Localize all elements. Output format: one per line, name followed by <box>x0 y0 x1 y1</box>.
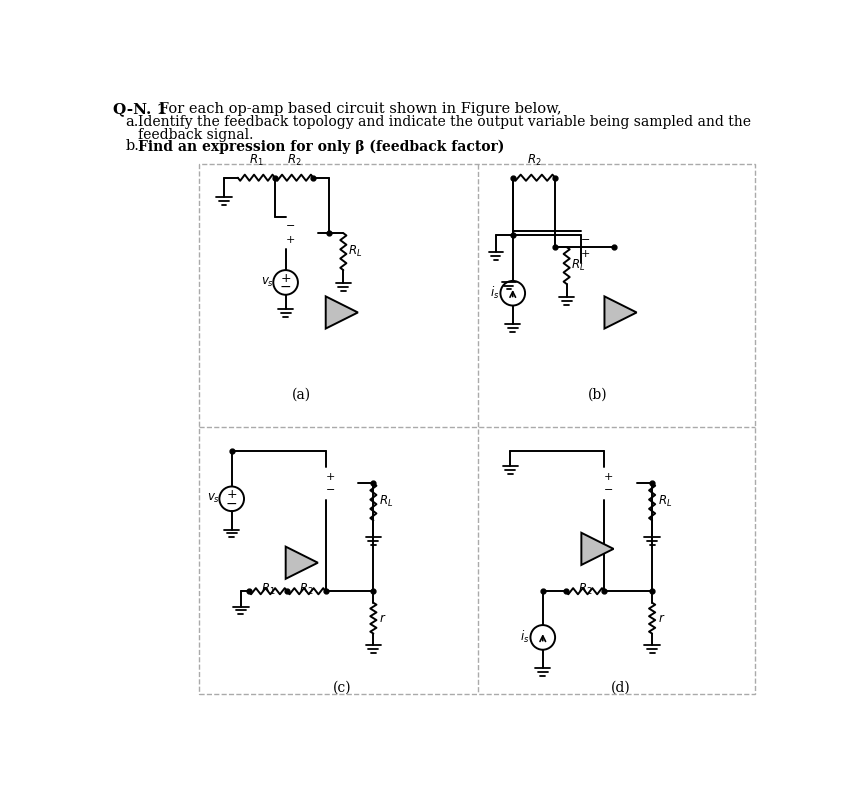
Text: $R_2$: $R_2$ <box>287 153 301 168</box>
Text: +: + <box>285 235 295 245</box>
Text: $R_L$: $R_L$ <box>348 244 363 259</box>
Text: Q-N. 1: Q-N. 1 <box>113 102 168 117</box>
Polygon shape <box>581 533 614 565</box>
Text: $v_s$: $v_s$ <box>207 492 220 505</box>
Text: $R_1$: $R_1$ <box>260 582 275 597</box>
Text: +: + <box>280 272 291 285</box>
Text: −: − <box>326 485 335 495</box>
Text: $R_2$: $R_2$ <box>578 582 592 597</box>
Text: a.: a. <box>125 115 139 129</box>
Text: (d): (d) <box>611 681 631 694</box>
Text: feedback signal.: feedback signal. <box>138 128 253 142</box>
Text: Find an expression for only β (feedback factor): Find an expression for only β (feedback … <box>138 139 504 154</box>
Text: b.: b. <box>125 139 140 153</box>
Text: −: − <box>226 496 237 511</box>
Text: −: − <box>285 221 295 232</box>
Text: $i_s$: $i_s$ <box>489 285 499 301</box>
Polygon shape <box>326 296 358 329</box>
Text: $v_s$: $v_s$ <box>260 276 274 289</box>
Text: −: − <box>581 236 591 245</box>
Text: −: − <box>280 280 291 294</box>
Text: (a): (a) <box>292 388 311 402</box>
Text: +: + <box>326 472 335 481</box>
Polygon shape <box>604 296 637 329</box>
Text: −: − <box>604 485 614 495</box>
Text: $R_2$: $R_2$ <box>299 582 314 597</box>
Text: $i_s$: $i_s$ <box>520 630 529 645</box>
Text: $r$: $r$ <box>658 611 665 625</box>
Text: (c): (c) <box>333 681 351 694</box>
Text: +: + <box>604 472 614 481</box>
Text: $R_1$: $R_1$ <box>249 153 264 168</box>
Text: +: + <box>226 489 237 501</box>
Text: Identify the feedback topology and indicate the output variable being sampled an: Identify the feedback topology and indic… <box>138 115 751 129</box>
Text: $r$: $r$ <box>379 611 386 625</box>
Text: $R_L$: $R_L$ <box>379 494 393 509</box>
Text: (b): (b) <box>588 388 608 402</box>
Text: $R_2$: $R_2$ <box>527 153 541 168</box>
Text: $R_L$: $R_L$ <box>658 494 671 509</box>
Polygon shape <box>286 547 318 579</box>
Text: For each op-amp based circuit shown in Figure below,: For each op-amp based circuit shown in F… <box>158 102 561 117</box>
Text: $R_L$: $R_L$ <box>571 258 585 273</box>
Text: +: + <box>581 249 591 258</box>
